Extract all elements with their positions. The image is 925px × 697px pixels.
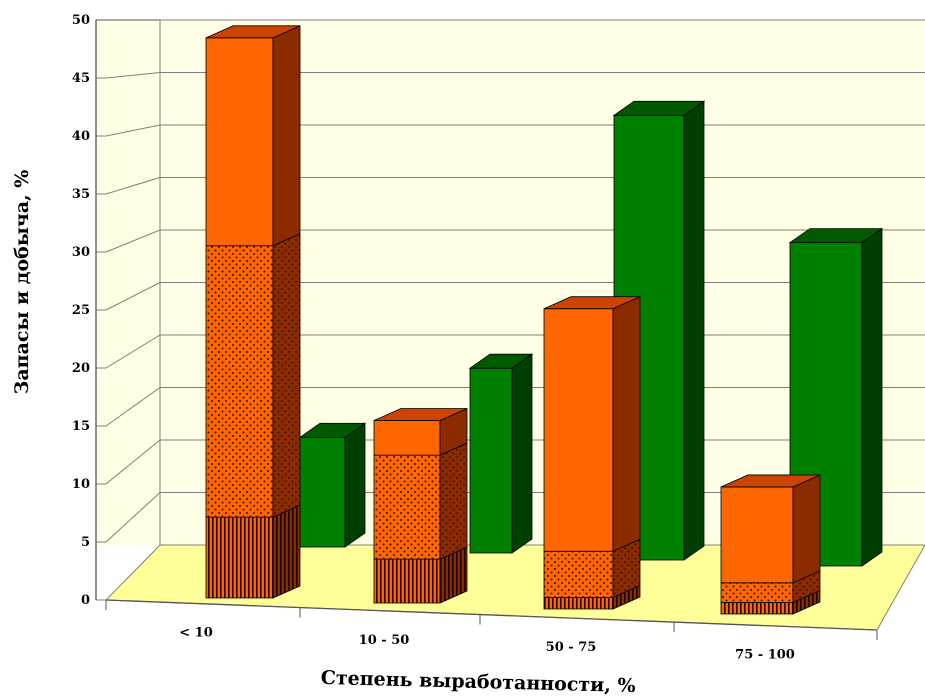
x-tick-label: < 10 (179, 626, 213, 641)
orange-solid-segment-front (205, 37, 274, 247)
y-tick-label: 40 (72, 129, 90, 144)
orange-solid-segment-front (373, 420, 441, 456)
orange-solid-segment-side (792, 474, 821, 584)
y-tick-label: 35 (72, 187, 90, 202)
gridline-side (105, 492, 161, 543)
orange-solid-segment-top (205, 25, 301, 39)
orange-vertical-stripes-segment-front (205, 516, 274, 599)
orange-solid-segment (720, 474, 821, 584)
orange-solid-segment (205, 25, 301, 247)
y-tick-labels: 0 5 10 15 20 25 30 35 40 45 50 (72, 13, 90, 608)
orange-dotted-segment (720, 570, 821, 604)
orange-solid-segment-top (720, 474, 821, 488)
y-tick-label: 25 (72, 303, 90, 318)
x-tick-label: 75 - 100 (735, 648, 795, 663)
green-bar-top (612, 100, 706, 116)
green-bar-side (683, 100, 705, 561)
y-tick-label: 20 (72, 361, 90, 376)
green-bar-side (861, 227, 883, 567)
green-bar-front (299, 436, 346, 548)
orange-vertical-stripes-segment-side (272, 504, 301, 599)
gridline-side (105, 72, 161, 79)
orange-solid-segment-side (272, 25, 301, 247)
orange-dotted-segment-side (272, 233, 301, 518)
y-axis-title: Запасы и добыча, % (11, 170, 33, 395)
axes (95, 19, 878, 631)
green-bar-side (511, 353, 533, 554)
x-axis-title: Степень выработанности, % (320, 667, 635, 697)
gridline-side (105, 387, 161, 427)
orange-dotted-segment-front (373, 454, 441, 560)
orange-vertical-stripes-segment-front (720, 602, 794, 615)
x-tick-label: 10 - 50 (359, 633, 410, 648)
gridline-side (105, 439, 161, 485)
green-bar-top (468, 353, 534, 369)
orange-dotted-segment-front (543, 550, 614, 598)
y-tick-label: 5 (81, 535, 90, 550)
orange-vertical-stripes-segment (373, 546, 468, 604)
orange-solid-segment-front (543, 308, 614, 552)
gridline-side (105, 334, 161, 369)
y-tick-label: 10 (72, 477, 90, 492)
x-tick-labels: < 10 10 - 50 50 - 75 75 - 100 (105, 600, 878, 663)
orange-dotted-segment-front (720, 582, 794, 603)
orange-vertical-stripes-segment-front (373, 558, 441, 604)
green-bar-top (788, 228, 884, 244)
orange-solid-segment (543, 296, 641, 552)
orange-dotted-segment (543, 538, 641, 599)
orange-solid-segment-top (543, 296, 641, 310)
gridline-side (105, 282, 161, 311)
orange-solid-segment-top (373, 408, 468, 421)
y-tick-label: 30 (72, 245, 90, 260)
green-bar (298, 422, 367, 548)
y-tick-label: 15 (72, 419, 90, 434)
y-tick-label: 50 (72, 13, 90, 28)
gridline-side (105, 177, 161, 195)
green-bar-front (469, 367, 513, 554)
green-bar (468, 353, 534, 554)
x-tick-label: 50 - 75 (546, 640, 597, 655)
back-series-bars (298, 100, 884, 567)
orange-solid-segment-side (612, 296, 641, 552)
green-bar-top (298, 422, 367, 438)
orange-dotted-segment-side (439, 442, 468, 560)
orange-dotted-segment-front (205, 245, 274, 518)
x-axis-line (105, 599, 878, 631)
orange-vertical-stripes-segment (205, 504, 301, 599)
gridline-side (105, 124, 161, 137)
orange-vertical-stripes-segment-front (543, 597, 614, 610)
orange-dotted-segment (373, 442, 468, 560)
orange-solid-segment-front (720, 486, 794, 584)
y-tick-label: 0 (81, 593, 90, 608)
y-tick-label: 45 (72, 71, 90, 86)
front-stack-bars (205, 25, 821, 615)
orange-dotted-segment (205, 233, 301, 518)
orange-solid-segment (373, 407, 468, 456)
gridline-side (105, 229, 161, 253)
green-bar (788, 227, 884, 567)
green-bar-side (344, 422, 366, 548)
